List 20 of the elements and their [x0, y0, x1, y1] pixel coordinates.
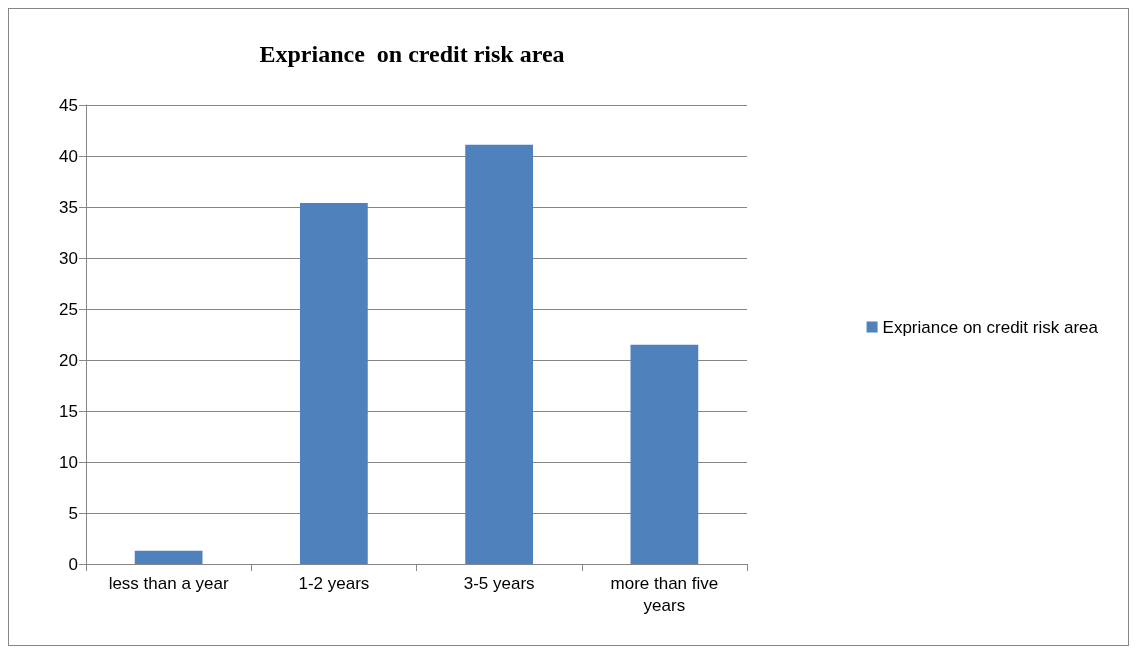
bar [134, 550, 203, 564]
bar [465, 144, 533, 564]
legend-label: Expriance on credit risk area [882, 317, 1099, 337]
bar [630, 344, 699, 564]
y-tick-label: 0 [68, 554, 78, 574]
x-tick-label: 3-5 years [463, 573, 535, 593]
y-tick-label: 30 [59, 248, 78, 268]
y-tick-label: 15 [59, 401, 78, 421]
bar [300, 202, 368, 564]
y-tick-label: 10 [59, 452, 78, 472]
y-tick-label: 20 [59, 350, 78, 370]
y-tick-label: 35 [59, 197, 78, 217]
y-tick-label: 40 [59, 146, 78, 166]
x-tick-label: more than five years [610, 573, 719, 615]
y-tick-label: 45 [59, 95, 78, 115]
y-tick-label: 5 [68, 503, 78, 523]
chart-title: Expriance on credit risk area [259, 41, 565, 67]
y-tick-label: 25 [59, 299, 78, 319]
x-tick-label: less than a year [108, 573, 229, 593]
x-tick-label: 1-2 years [298, 573, 370, 593]
